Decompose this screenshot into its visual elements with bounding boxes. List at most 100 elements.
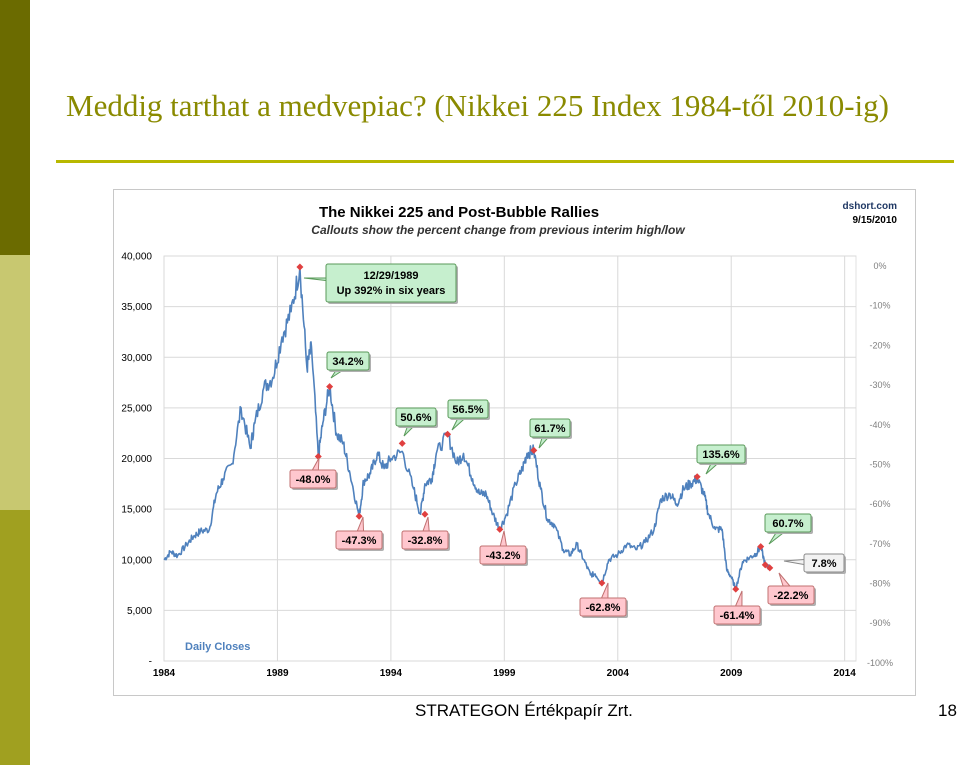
accent-bar-medium bbox=[0, 510, 30, 765]
page-number: 18 bbox=[938, 701, 957, 720]
callout-label: 135.6% bbox=[702, 449, 740, 461]
callout-box bbox=[767, 585, 815, 605]
y2-tick-label: -70% bbox=[869, 539, 890, 549]
callout-box bbox=[764, 513, 812, 533]
y-tick-label: - bbox=[149, 657, 152, 668]
callout-box bbox=[447, 399, 489, 419]
footer-company: STRATEGON Értékpapír Zrt. bbox=[415, 701, 633, 720]
y-tick-label: 15,000 bbox=[121, 505, 152, 516]
callout: 34.2% bbox=[326, 351, 371, 379]
turning-point-marker bbox=[326, 383, 334, 391]
x-tick-label: 1999 bbox=[493, 668, 516, 679]
x-tick-label: 1994 bbox=[380, 668, 403, 679]
turning-point-marker bbox=[732, 585, 740, 593]
chart-panel: 40,000 35,000 30,000 25,000 20,000 15,000 10,0… bbox=[113, 189, 916, 696]
chart-title: The Nikkei 225 and Post-Bubble Rallies bbox=[319, 204, 599, 221]
callout-box bbox=[803, 553, 845, 573]
turning-point-marker bbox=[421, 510, 429, 518]
callout-label: -47.3% bbox=[342, 535, 377, 547]
nikkei-series-line bbox=[163, 266, 771, 591]
series-label-bg bbox=[180, 638, 258, 654]
callout-label: 60.7% bbox=[772, 518, 803, 530]
callout-label: 12/29/1989 bbox=[363, 270, 418, 282]
turning-point-marker bbox=[530, 446, 538, 454]
turning-point-marker bbox=[398, 439, 406, 447]
left-accent-bar bbox=[0, 0, 30, 765]
y-tick-label: 5,000 bbox=[127, 606, 152, 617]
turning-point-marker bbox=[693, 473, 701, 481]
callout: -32.8% bbox=[401, 516, 450, 551]
callout-label: -43.2% bbox=[486, 550, 521, 562]
turning-point-marker bbox=[766, 564, 774, 572]
y-tick-label: 35,000 bbox=[121, 302, 152, 313]
turning-point-marker bbox=[444, 430, 452, 438]
callout: -22.2% bbox=[767, 572, 816, 606]
callout-label: 50.6% bbox=[400, 412, 431, 424]
callout-label: 7.8% bbox=[811, 558, 836, 570]
turning-point-marker bbox=[761, 561, 769, 569]
y-tick-label: 10,000 bbox=[121, 555, 152, 566]
callout-box bbox=[395, 407, 437, 427]
callout-box bbox=[479, 545, 527, 565]
x-tick-label: 2014 bbox=[834, 668, 857, 679]
callout: 60.7% bbox=[764, 513, 813, 545]
callout-label: -22.2% bbox=[774, 590, 809, 602]
x-tick-label: 1984 bbox=[153, 668, 176, 679]
callout-label: 56.5% bbox=[452, 404, 483, 416]
callout-box bbox=[289, 469, 337, 489]
nikkei-chart: 40,000 35,000 30,000 25,000 20,000 15,000 10,0… bbox=[121, 201, 898, 679]
y2-tick-label: -90% bbox=[869, 618, 890, 628]
callout-box bbox=[326, 351, 370, 371]
y2-tick-label: -30% bbox=[869, 380, 890, 390]
accent-bar-dark bbox=[0, 0, 30, 255]
x-tick-label: 2009 bbox=[720, 668, 743, 679]
turning-point-marker bbox=[296, 263, 304, 271]
y2-tick-label: -40% bbox=[869, 420, 890, 430]
y2-tick-label: -80% bbox=[869, 579, 890, 589]
callout-box bbox=[335, 530, 383, 550]
title-underline bbox=[56, 160, 954, 163]
callout: 50.6% bbox=[395, 407, 438, 437]
callout: 135.6% bbox=[696, 444, 747, 475]
callout: 12/29/1989 Up 392% in six years bbox=[303, 263, 458, 304]
callout-label: -62.8% bbox=[586, 602, 621, 614]
callout: -43.2% bbox=[479, 530, 528, 566]
callout-box bbox=[401, 530, 449, 550]
callout-label: 34.2% bbox=[332, 356, 363, 368]
y-tick-label: 40,000 bbox=[121, 252, 152, 263]
chart-source: dshort.com bbox=[843, 201, 898, 212]
callout-label: -61.4% bbox=[720, 610, 755, 622]
callout: -47.3% bbox=[335, 516, 384, 551]
callout: 7.8% bbox=[783, 553, 846, 574]
chart-subtitle: Callouts show the percent change from pr… bbox=[311, 223, 685, 237]
y2-tick-label: -100% bbox=[867, 658, 893, 668]
y-tick-label: 20,000 bbox=[121, 454, 152, 465]
callout-box bbox=[529, 418, 571, 438]
callout: -62.8% bbox=[579, 582, 628, 618]
callout-label: 61.7% bbox=[534, 423, 565, 435]
slide-title: Meddig tarthat a medvepiac? (Nikkei 225 … bbox=[66, 88, 889, 123]
y2-tick-label: -10% bbox=[869, 301, 890, 311]
y2-tick-label: 0% bbox=[873, 261, 886, 271]
y2-tick-label: -50% bbox=[869, 459, 890, 469]
callout-box bbox=[696, 444, 746, 464]
chart-date: 9/15/2010 bbox=[853, 215, 898, 226]
callout: -61.4% bbox=[713, 590, 762, 626]
callout-box bbox=[579, 597, 627, 617]
y-tick-label: 30,000 bbox=[121, 353, 152, 364]
callout: 61.7% bbox=[529, 418, 572, 449]
turning-point-marker bbox=[598, 579, 606, 587]
turning-point-marker bbox=[757, 543, 765, 551]
callout-box bbox=[713, 605, 761, 625]
callout: -48.0% bbox=[289, 457, 338, 490]
x-tick-label: 2004 bbox=[607, 668, 630, 679]
turning-point-marker bbox=[355, 512, 363, 520]
callout-label: -32.8% bbox=[408, 535, 443, 547]
x-tick-label: 1989 bbox=[266, 668, 289, 679]
y-tick-label: 25,000 bbox=[121, 403, 152, 414]
callout-label: -48.0% bbox=[296, 474, 331, 486]
turning-point-marker bbox=[496, 525, 504, 533]
callout-label-line2: Up 392% in six years bbox=[337, 285, 446, 297]
y2-tick-label: -20% bbox=[869, 340, 890, 350]
series-label: Daily Closes bbox=[185, 641, 250, 653]
